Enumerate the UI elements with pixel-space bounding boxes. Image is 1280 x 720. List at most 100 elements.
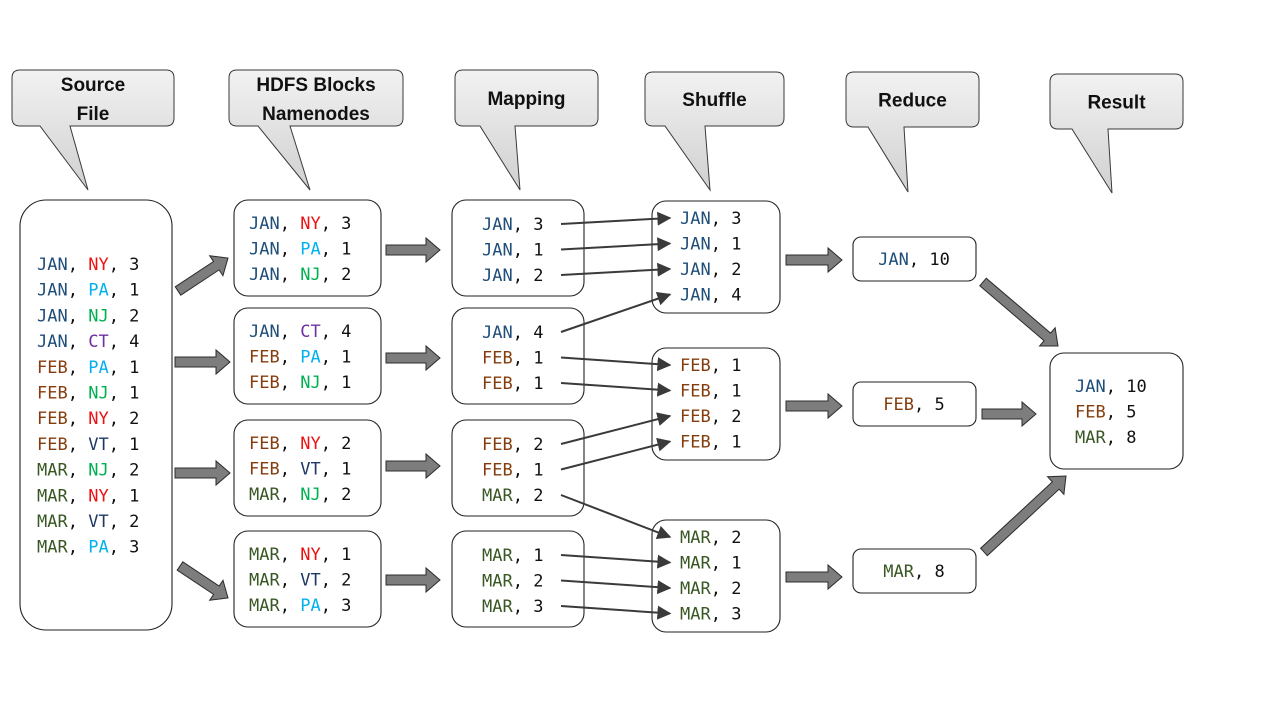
mapping-record: FEB, 1 [482, 349, 543, 369]
mapping-record: MAR, 2 [482, 572, 543, 592]
arrow-hdfs-to-mapping [385, 566, 441, 594]
result-record: MAR, 8 [1075, 428, 1136, 448]
reduce-box: FEB, 5 [852, 381, 977, 427]
callout-shuffle-label: Shuffle [682, 90, 746, 111]
mapping-record: FEB, 1 [482, 374, 543, 394]
shuffle-link-arrow [560, 356, 672, 372]
callout-bubble [845, 71, 980, 193]
shuffle-arrows [560, 211, 672, 620]
arrow-hdfs-to-mapping [385, 344, 441, 372]
hdfs-block-frame [233, 530, 382, 628]
source-record: JAN, PA, 1 [37, 281, 139, 301]
arrow-reduce-feb-to-result [981, 400, 1037, 428]
callout-result: Result [1049, 73, 1184, 194]
hdfs-block: JAN, NY, 3 JAN, PA, 1 JAN, NJ, 2 [233, 199, 382, 297]
hdfs-record: MAR, NY, 1 [249, 545, 351, 565]
shuffle-record: FEB, 1 [680, 382, 741, 402]
shuffle-record: JAN, 3 [680, 209, 741, 229]
arrow-hdfs-to-mapping [385, 236, 441, 264]
shuffle-group-frame [651, 200, 781, 314]
shuffle-record: MAR, 2 [680, 528, 741, 548]
arrow-source-to-hdfs [176, 561, 229, 601]
shuffle-group: MAR, 2 MAR, 1 MAR, 2 MAR, 3 [651, 519, 781, 633]
source-file-frame [19, 199, 173, 631]
reduce-record: FEB, 5 [883, 395, 944, 415]
arrow-reduce-mar-to-result [979, 475, 1067, 557]
source-record: MAR, NY, 1 [37, 486, 139, 506]
mapping-record: JAN, 1 [482, 241, 543, 261]
source-record: MAR, PA, 3 [37, 538, 139, 558]
hdfs-block-frame [233, 199, 382, 297]
shuffle-record: MAR, 2 [680, 579, 741, 599]
flow-arrows [174, 236, 1067, 601]
stage-boxes: JAN, NY, 3 JAN, PA, 1 JAN, NJ, 2 JAN, CT, 4… [19, 199, 1184, 633]
callout-bubble [11, 69, 175, 191]
shuffle-group-frame [651, 519, 781, 633]
mapping-record: JAN, 4 [482, 323, 543, 343]
callout-source: Source File [11, 69, 175, 191]
callout-shuffle: Shuffle [644, 71, 785, 192]
hdfs-block: JAN, CT, 4 FEB, PA, 1 FEB, NJ, 1 [233, 307, 382, 405]
arrow-shuffle-to-reduce [785, 246, 843, 274]
arrow-reduce-jan-to-result [979, 277, 1059, 347]
source-record: JAN, CT, 4 [37, 332, 139, 352]
source-record: JAN, NJ, 2 [37, 306, 139, 326]
hdfs-record: FEB, VT, 1 [249, 460, 351, 480]
shuffle-link-arrow [560, 579, 672, 595]
hdfs-block: MAR, NY, 1 MAR, VT, 2 MAR, PA, 3 [233, 530, 382, 628]
result-record: FEB, 5 [1075, 403, 1136, 423]
reduce-box-frame [852, 236, 977, 282]
shuffle-record: FEB, 2 [680, 407, 741, 427]
reduce-record: MAR, 8 [883, 562, 944, 582]
mapping-record: MAR, 1 [482, 546, 543, 566]
arrow-source-to-hdfs [174, 459, 231, 487]
callout-reduce-label: Reduce [878, 91, 947, 112]
callout-hdfs-label: Namenodes [262, 104, 370, 125]
hdfs-record: MAR, PA, 3 [249, 596, 351, 616]
hdfs-record: JAN, PA, 1 [249, 240, 351, 260]
callout-hdfs: HDFS Blocks Namenodes [228, 69, 404, 191]
source-file-box: JAN, NY, 3 JAN, PA, 1 JAN, NJ, 2 JAN, CT, 4… [19, 199, 173, 631]
shuffle-link-arrow [560, 494, 672, 540]
shuffle-record: JAN, 2 [680, 260, 741, 280]
reduce-box-frame [852, 381, 977, 427]
mapping-record: JAN, 2 [482, 266, 543, 286]
shuffle-group: JAN, 3 JAN, 1 JAN, 2 JAN, 4 [651, 200, 781, 314]
source-record: MAR, VT, 2 [37, 512, 139, 532]
hdfs-block-frame [233, 307, 382, 405]
callout-source-label: Source [61, 75, 125, 96]
callout-source-label: File [77, 104, 110, 125]
shuffle-link-arrow [560, 412, 672, 445]
hdfs-record: MAR, VT, 2 [249, 571, 351, 591]
shuffle-record: FEB, 1 [680, 433, 741, 453]
callout-reduce: Reduce [845, 71, 980, 193]
callout-bubble [1049, 73, 1184, 194]
mapping-block: FEB, 2 FEB, 1 MAR, 2 [451, 419, 585, 517]
source-record: FEB, NY, 2 [37, 409, 139, 429]
result-box: JAN, 10 FEB, 5 MAR, 8 [1049, 352, 1184, 470]
shuffle-group: FEB, 1 FEB, 1 FEB, 2 FEB, 1 [651, 347, 781, 461]
hdfs-record: JAN, NJ, 2 [249, 265, 351, 285]
shuffle-link-arrow [560, 291, 672, 333]
mapping-block: JAN, 4 FEB, 1 FEB, 1 [451, 307, 585, 405]
shuffle-link-arrow [560, 262, 672, 277]
callout-hdfs-label: HDFS Blocks [256, 75, 375, 96]
shuffle-record: FEB, 1 [680, 356, 741, 376]
result-record: JAN, 10 [1075, 377, 1147, 397]
shuffle-record: JAN, 4 [680, 286, 741, 306]
callout-bubble [454, 69, 599, 191]
hdfs-record: FEB, NJ, 1 [249, 373, 351, 393]
mapping-record: FEB, 1 [482, 461, 543, 481]
mapping-record: MAR, 3 [482, 597, 543, 617]
reduce-box-frame [852, 548, 977, 594]
reduce-box: JAN, 10 [852, 236, 977, 282]
shuffle-link-arrow [560, 554, 672, 569]
shuffle-group-frame [651, 347, 781, 461]
shuffle-record: MAR, 3 [680, 605, 741, 625]
source-record: FEB, NJ, 1 [37, 384, 139, 404]
shuffle-link-arrow [560, 437, 672, 471]
arrow-shuffle-to-reduce [785, 392, 843, 420]
shuffle-link-arrow [560, 382, 672, 397]
mapping-block-frame [451, 307, 585, 405]
